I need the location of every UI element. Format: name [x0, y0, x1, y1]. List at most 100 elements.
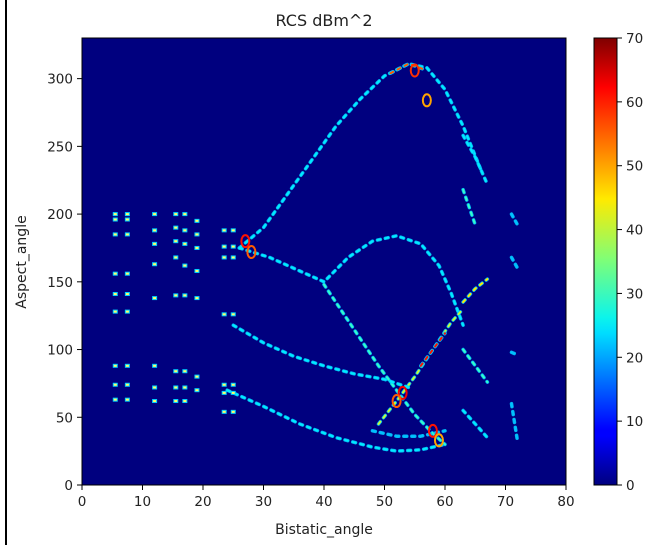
data-dot	[124, 271, 130, 276]
hot-spot	[433, 433, 444, 448]
curve-right-band-a	[462, 134, 489, 186]
data-dot	[182, 263, 188, 268]
curve-far-right-b	[510, 256, 519, 270]
curve-right-band-c	[462, 278, 489, 304]
data-dot	[152, 296, 158, 301]
data-dot	[230, 255, 236, 260]
data-dot	[194, 296, 200, 301]
data-dot	[182, 212, 188, 217]
data-dot	[230, 244, 236, 249]
curve-middle-arc	[238, 234, 465, 327]
data-dot	[194, 374, 200, 379]
plot-background	[82, 38, 566, 485]
data-dot	[194, 232, 200, 237]
curve-upper-arc	[238, 62, 483, 249]
x-tick-label: 60	[436, 494, 453, 510]
curve-far-right-d	[510, 402, 519, 443]
colorbar-tick-label: 70	[626, 31, 643, 47]
curve-upper-arc-peak	[389, 62, 428, 75]
data-dot	[124, 397, 130, 402]
data-dot	[173, 225, 179, 230]
data-dot	[221, 382, 227, 387]
data-dot	[112, 309, 118, 314]
data-dot	[230, 409, 236, 414]
curve-lower-arc	[226, 389, 446, 453]
data-dot	[173, 293, 179, 298]
data-dot	[173, 385, 179, 390]
data-dot	[182, 399, 188, 404]
curve-right-band-e	[462, 409, 489, 439]
curve-rising-cross-hot	[419, 332, 446, 367]
x-tick-label: 80	[557, 494, 574, 510]
hot-spot	[391, 394, 402, 409]
y-tick-label: 250	[47, 139, 73, 155]
data-dot	[182, 293, 188, 298]
x-tick-label: 20	[194, 494, 211, 510]
data-dot	[152, 363, 158, 368]
data-dot	[112, 271, 118, 276]
hot-spot	[397, 385, 408, 400]
data-dot	[194, 268, 200, 273]
y-tick-label: 50	[56, 410, 73, 426]
data-dot	[194, 245, 200, 250]
data-dot	[182, 385, 188, 390]
data-dot	[152, 212, 158, 217]
data-dot	[112, 292, 118, 297]
data-dot	[152, 241, 158, 246]
data-dot	[230, 228, 236, 233]
data-dot	[152, 228, 158, 233]
x-axis-label: Bistatic_angle	[275, 522, 373, 538]
colorbar-tick-label: 60	[626, 95, 643, 111]
data-dot	[124, 217, 130, 222]
data-dot	[230, 390, 236, 395]
x-tick-label: 30	[255, 494, 272, 510]
data-dot	[230, 312, 236, 317]
curve-right-band-d	[462, 348, 489, 384]
x-tick-label: 50	[376, 494, 393, 510]
data-dot	[221, 228, 227, 233]
data-dot	[112, 382, 118, 387]
data-dot	[152, 262, 158, 267]
data-dot	[112, 232, 118, 237]
colorbar-tick-label: 40	[626, 223, 643, 239]
data-dot	[124, 309, 130, 314]
x-axis-ticks: 0 10 20 30 40 50 60 70 80	[78, 485, 575, 510]
data-dot	[152, 399, 158, 404]
curve-far-right-c	[510, 351, 519, 356]
colorbar-tick-label: 10	[626, 414, 643, 430]
heatmap-features	[112, 61, 520, 453]
hot-spot	[421, 93, 432, 108]
curve-lower-inner-arc-halo	[370, 429, 447, 438]
data-dot	[182, 241, 188, 246]
data-dot	[221, 255, 227, 260]
data-dot	[221, 390, 227, 395]
left-border-line	[5, 0, 7, 545]
hot-spot	[240, 234, 251, 249]
x-tick-label: 0	[78, 494, 87, 510]
data-dot	[182, 228, 188, 233]
data-dot	[173, 369, 179, 374]
colorbar-tick-label: 50	[626, 159, 643, 175]
data-dot	[221, 409, 227, 414]
data-dot	[221, 312, 227, 317]
data-dot	[112, 217, 118, 222]
curve-far-right-a	[510, 213, 519, 226]
data-dot	[152, 385, 158, 390]
y-tick-label: 0	[64, 478, 73, 494]
data-dot	[124, 232, 130, 237]
data-dot	[173, 255, 179, 260]
data-dot	[112, 397, 118, 402]
hot-spot	[246, 245, 257, 260]
hot-spot	[427, 423, 438, 438]
data-dot	[112, 363, 118, 368]
data-dot	[112, 212, 118, 217]
data-dot	[173, 399, 179, 404]
y-tick-label: 300	[47, 72, 73, 88]
x-tick-label: 70	[497, 494, 514, 510]
chart-title: RCS dBm^2	[275, 11, 372, 30]
y-tick-label: 200	[47, 207, 73, 223]
data-dot	[194, 218, 200, 223]
y-tick-label: 150	[47, 275, 73, 291]
hot-spot	[409, 63, 420, 78]
